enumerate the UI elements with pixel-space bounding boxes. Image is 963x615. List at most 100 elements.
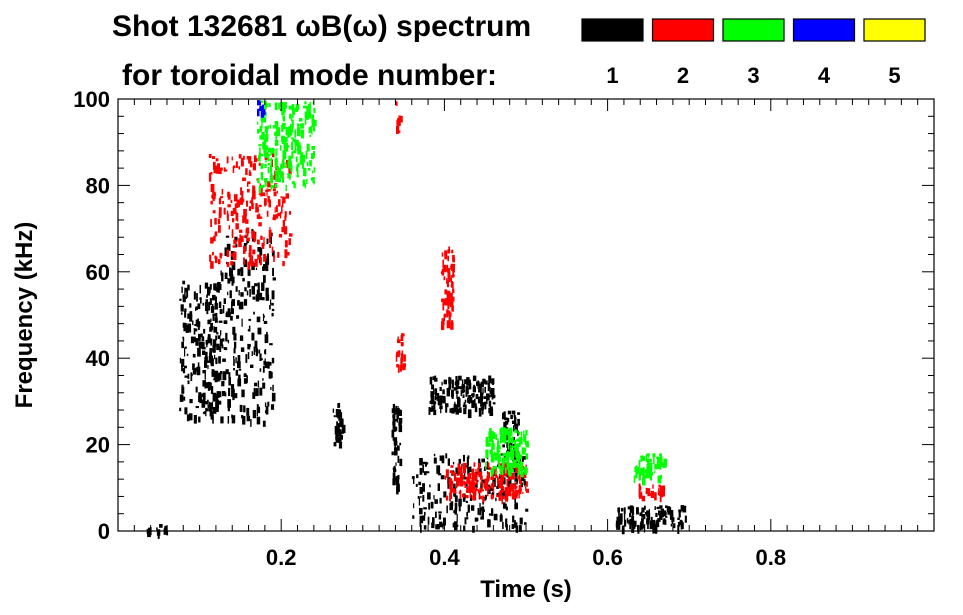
spectrum-cell	[666, 506, 671, 513]
spectrum-cell	[514, 492, 518, 498]
spectrum-cell	[270, 299, 272, 305]
spectrum-cell	[240, 235, 244, 242]
x-tick-label: 0.4	[429, 545, 460, 570]
spectrum-cell	[244, 287, 247, 292]
spectrum-cell	[661, 485, 666, 490]
spectrum-cell	[463, 389, 466, 393]
spectrum-cell	[638, 474, 641, 481]
spectrum-cell	[486, 398, 488, 405]
spectrum-cell	[241, 415, 244, 419]
spectrum-cell	[662, 465, 667, 469]
spectrum-cell	[240, 157, 244, 167]
spectrum-cell	[507, 417, 510, 423]
spectrum-cell	[459, 477, 464, 487]
spectrum-cell	[265, 154, 270, 158]
spectrum-cell	[495, 497, 497, 502]
spectrum-cell	[280, 145, 282, 151]
spectrum-cell	[474, 483, 478, 488]
spectrum-cell	[279, 171, 284, 178]
spectrum-cell	[448, 298, 451, 306]
spectrum-cell	[451, 281, 454, 288]
spectrum-cell	[244, 246, 246, 252]
spectrum-cell	[226, 156, 229, 164]
spectrum-cell	[641, 518, 644, 527]
spectrum-cell	[310, 125, 313, 133]
spectrum-cell	[399, 115, 403, 123]
spectrum-cell	[495, 469, 497, 475]
spectrum-cell	[166, 530, 169, 536]
spectrum-cell	[199, 285, 201, 294]
spectrum-cell	[496, 486, 500, 489]
spectrum-cell	[246, 407, 250, 416]
spectrum-cell	[511, 449, 515, 458]
spectrum-cell	[212, 193, 216, 196]
spectrum-cell	[646, 510, 650, 517]
spectrum-cell	[517, 443, 521, 448]
spectrum-cell	[451, 391, 454, 399]
spectrum-cell	[230, 268, 233, 277]
spectrum-cell	[249, 344, 251, 347]
spectrum-cell	[460, 472, 463, 481]
spectrum-cell	[462, 394, 465, 398]
spectrum-cell	[453, 483, 456, 491]
spectrum-cell	[229, 267, 231, 277]
spectrum-cell	[195, 328, 198, 332]
spectrum-cell	[232, 326, 236, 335]
y-tick-label: 40	[86, 346, 110, 371]
spectrum-cell	[418, 497, 420, 506]
spectrum-cell	[660, 508, 664, 518]
spectrum-cell	[482, 378, 486, 384]
spectrum-cell	[248, 318, 252, 321]
spectrum-cell	[266, 128, 268, 136]
spectrum-cell	[285, 143, 289, 152]
spectrum-cell	[525, 429, 528, 436]
spectrum-cell	[270, 236, 272, 245]
spectrum-cell	[214, 317, 218, 323]
spectrum-cell	[631, 524, 635, 529]
spectrum-cell	[221, 189, 224, 195]
spectrum-cell	[274, 158, 278, 166]
spectrum-cell	[256, 214, 261, 219]
spectrum-cell	[216, 343, 220, 351]
spectrum-cell	[654, 492, 657, 501]
spectrum-cell	[480, 480, 483, 484]
spectrum-cell	[477, 462, 481, 469]
spectrum-cell	[212, 156, 216, 159]
spectrum-cell	[478, 474, 480, 478]
spectrum-cell	[680, 505, 684, 512]
spectrum-cell	[197, 303, 201, 310]
spectrum-cell	[503, 503, 507, 509]
spectrum-cell	[289, 129, 293, 136]
spectrum-cell	[501, 467, 504, 470]
spectrum-cell	[475, 479, 478, 485]
spectrum-cell	[311, 131, 313, 135]
spectrum-cell	[463, 408, 467, 415]
spectrum-cell	[449, 470, 452, 473]
spectrum-cell	[468, 382, 472, 390]
spectrum-cell	[516, 457, 519, 462]
spectrum-cell	[463, 466, 466, 474]
spectrum-cell	[481, 479, 486, 484]
spectrum-cell	[217, 282, 221, 289]
spectrum-cell	[271, 290, 275, 300]
spectrum-cell	[266, 210, 269, 217]
spectrum-cell	[266, 238, 269, 245]
spectrum-cell	[434, 499, 438, 504]
spectrum-cell	[682, 505, 687, 513]
spectrum-cell	[263, 320, 268, 324]
spectrum-cell	[274, 121, 279, 129]
spectrum-cell	[263, 198, 267, 206]
spectrum-cell	[506, 478, 509, 487]
spectrum-cell	[436, 393, 440, 399]
spectrum-cell	[269, 244, 271, 249]
spectrum-cell	[481, 402, 485, 407]
spectrum-cell	[419, 467, 423, 475]
spectrum-cell	[524, 479, 526, 487]
spectrum-cell	[195, 319, 198, 325]
spectrum-cell	[473, 474, 477, 480]
spectrum-cell	[453, 510, 455, 514]
spectrum-cell	[195, 386, 198, 393]
spectrum-cell	[257, 129, 260, 134]
spectrum-cell	[413, 477, 415, 484]
spectrum-cell	[256, 404, 259, 409]
